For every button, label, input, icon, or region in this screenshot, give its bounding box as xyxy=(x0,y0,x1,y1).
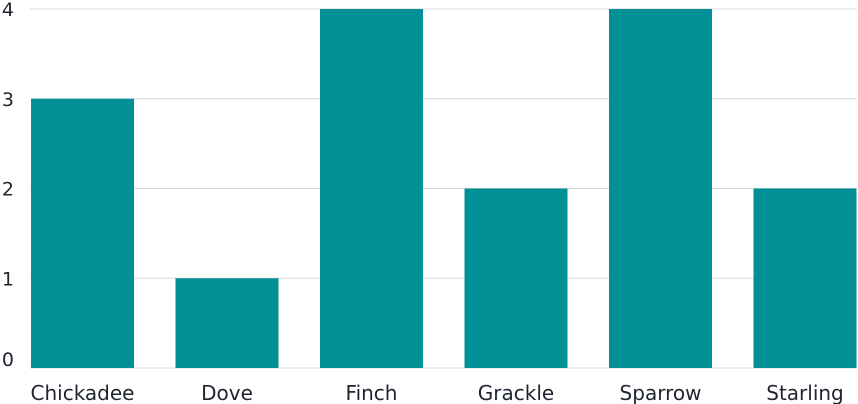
grid-lines xyxy=(30,8,857,369)
x-tick-label: Grackle xyxy=(478,381,554,404)
x-tick-label: Sparrow xyxy=(620,381,702,404)
bars xyxy=(31,9,857,368)
x-tick-label: Chickadee xyxy=(31,381,135,404)
bar-dove xyxy=(175,278,279,368)
x-axis-labels: Chickadee Dove Finch Grackle Sparrow Starling xyxy=(31,381,844,404)
y-tick-label: 2 xyxy=(2,179,14,201)
bar-starling xyxy=(753,188,857,368)
y-tick-label: 1 xyxy=(2,268,14,290)
x-tick-label: Dove xyxy=(201,381,253,404)
y-tick-label: 4 xyxy=(2,0,14,21)
y-tick-label: 3 xyxy=(2,89,14,111)
y-axis-ticks: 0 1 2 3 4 xyxy=(2,0,14,371)
y-tick-label: 0 xyxy=(2,349,14,371)
bar-sparrow xyxy=(609,9,712,368)
x-tick-label: Starling xyxy=(766,381,844,404)
bar-chickadee xyxy=(31,98,134,368)
bar-finch xyxy=(320,9,423,368)
bar-grackle xyxy=(464,188,568,368)
x-tick-label: Finch xyxy=(346,381,398,404)
